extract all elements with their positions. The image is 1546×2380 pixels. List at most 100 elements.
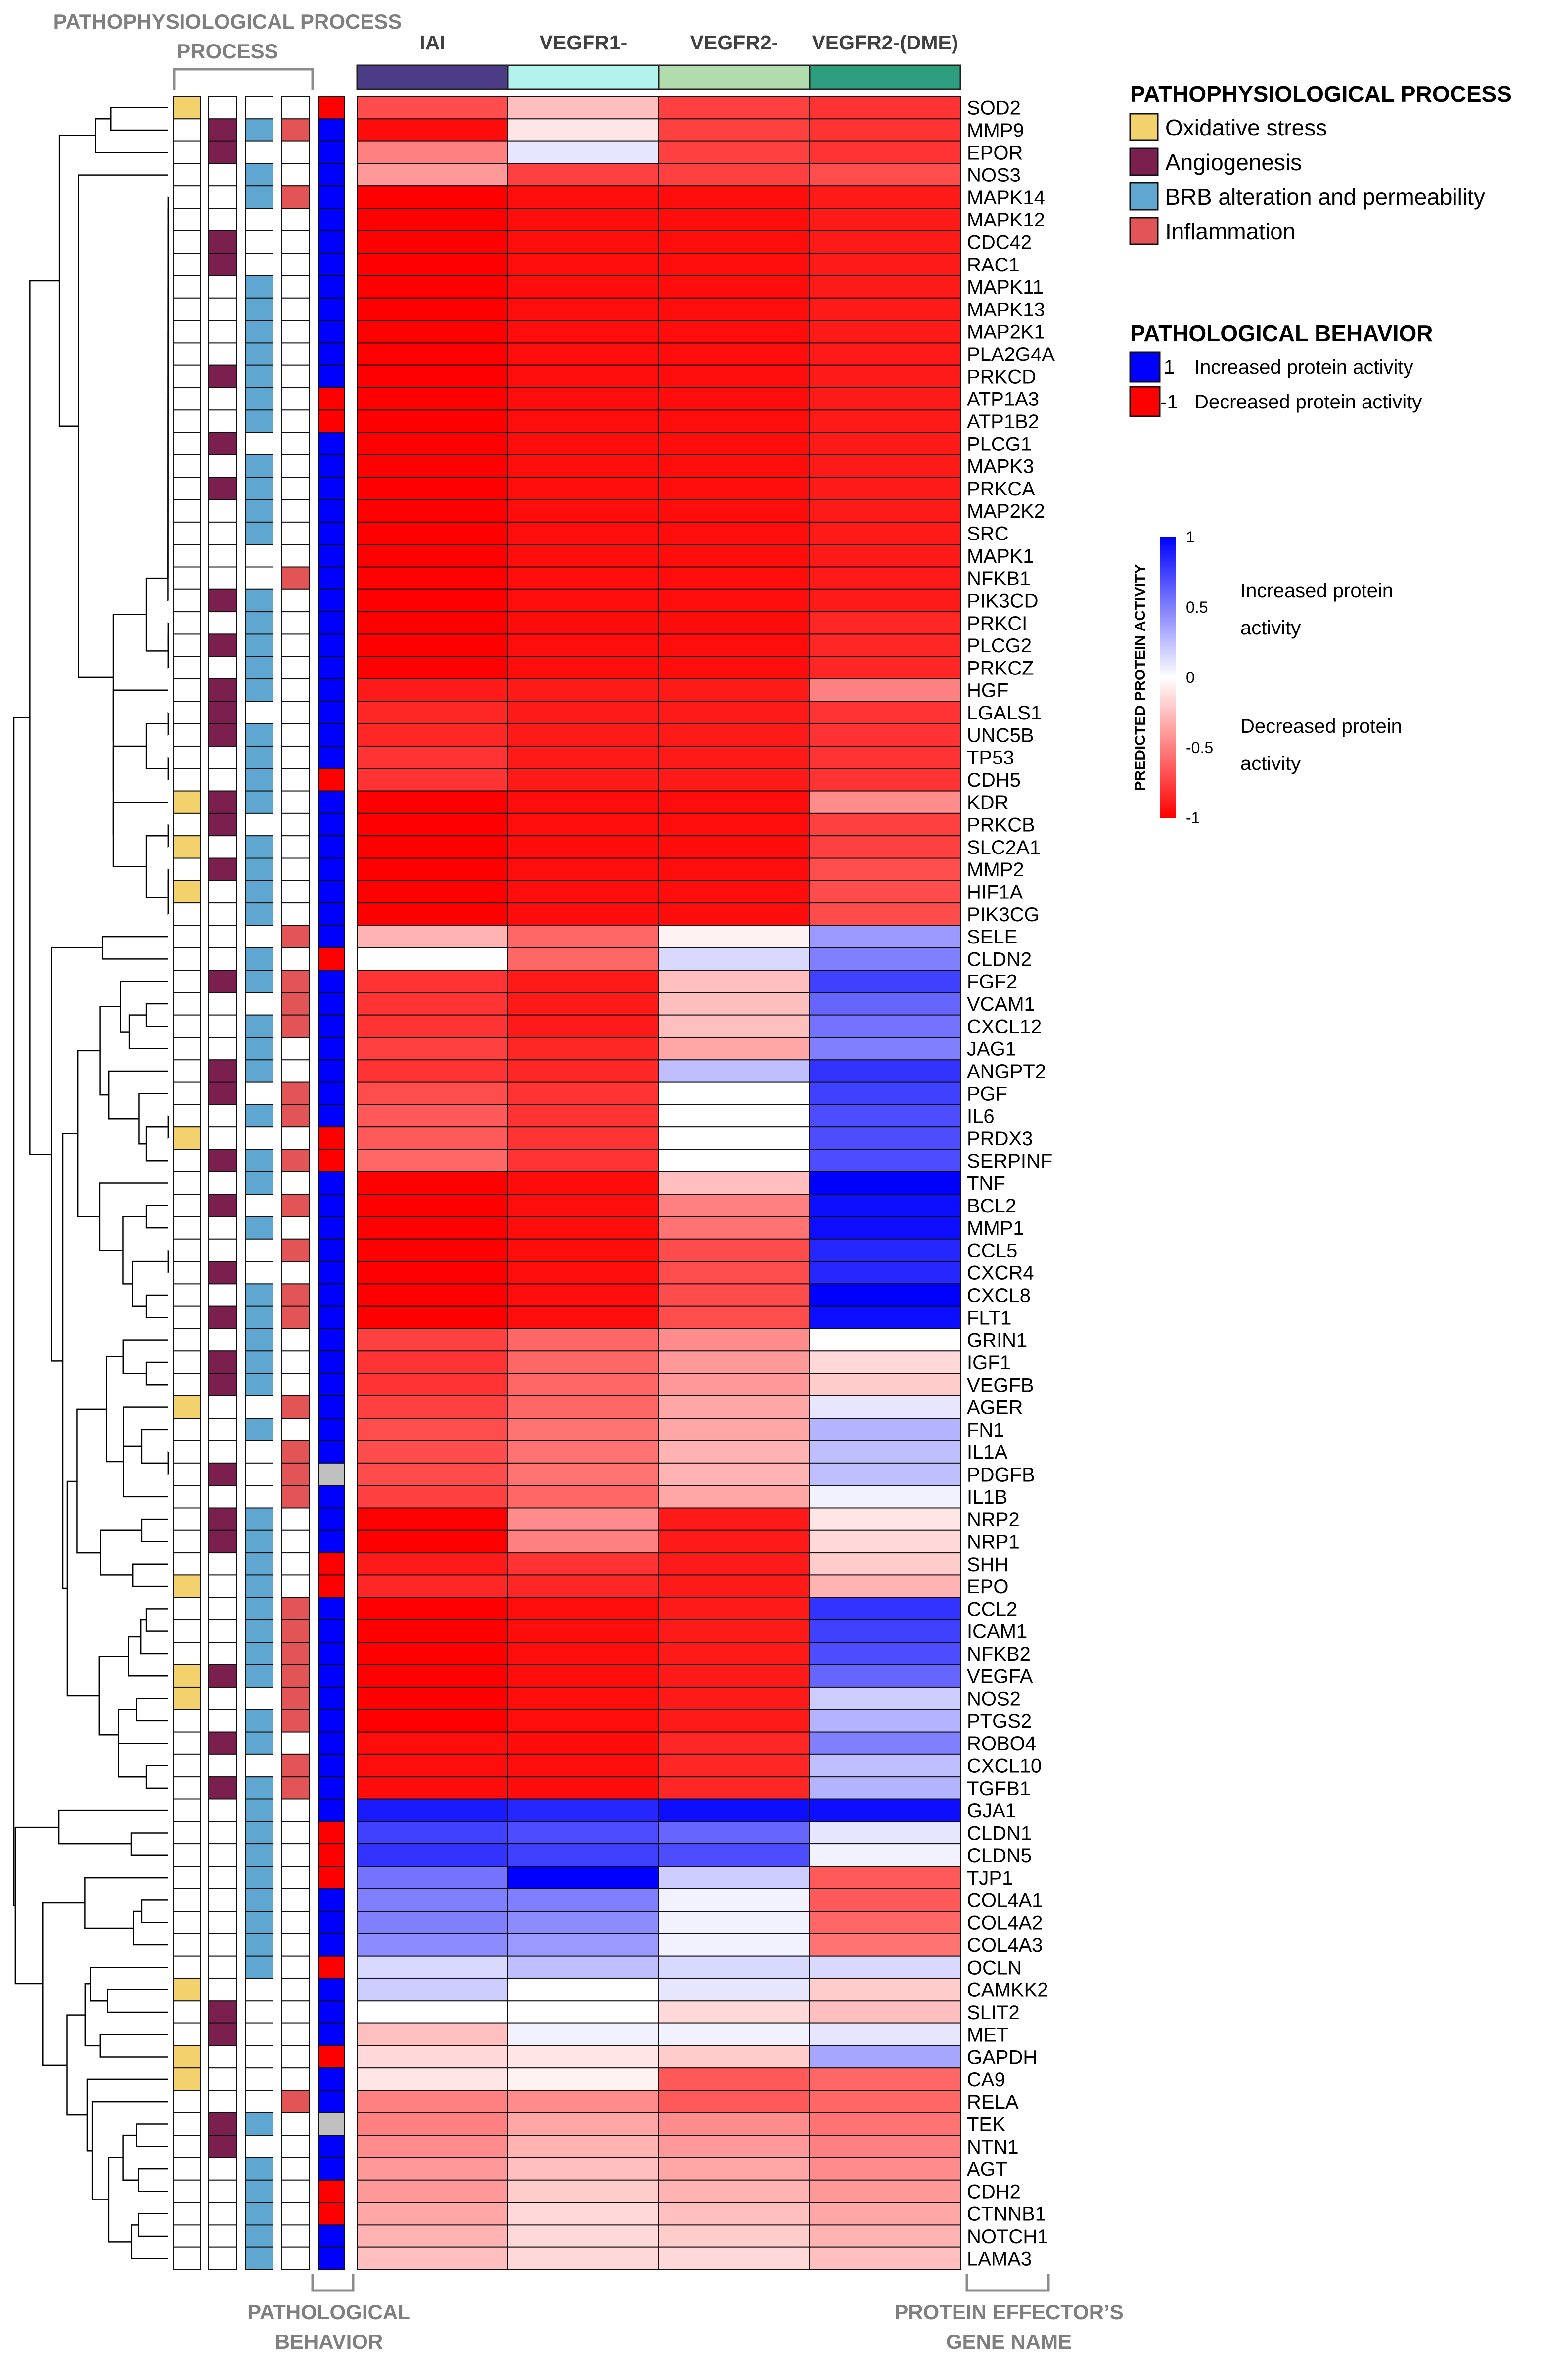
heatmap-cell bbox=[809, 1821, 961, 1845]
process-cell bbox=[208, 454, 237, 478]
heatmap-cell bbox=[507, 1619, 659, 1643]
dendrogram-branch bbox=[145, 1294, 168, 1318]
process-cell bbox=[281, 1933, 310, 1957]
legend-process-title: PATHOPHYSIOLOGICAL PROCESS bbox=[1130, 81, 1512, 107]
process-cell bbox=[173, 185, 201, 209]
heatmap-cell bbox=[507, 1283, 659, 1307]
process-cell bbox=[173, 1619, 201, 1643]
dendrogram-branch bbox=[136, 2123, 168, 2148]
heatmap-cell bbox=[357, 656, 508, 680]
process-cell bbox=[245, 2246, 273, 2271]
dendrogram-branch bbox=[118, 1709, 136, 1760]
gene-labels: SOD2MMP9EPORNOS3MAPK14MAPK12CDC42RAC1MAP… bbox=[967, 97, 1055, 2270]
heatmap-cell bbox=[507, 1933, 659, 1957]
heatmap-cell bbox=[357, 1081, 508, 1105]
process-cell bbox=[173, 163, 201, 187]
dendrogram-branch bbox=[128, 1636, 168, 1677]
process-cell bbox=[173, 432, 201, 455]
process-cell bbox=[208, 1261, 237, 1285]
process-cell bbox=[173, 477, 201, 500]
gene-label: GRIN1 bbox=[967, 1330, 1027, 1351]
process-cell bbox=[281, 1059, 310, 1083]
process-cell bbox=[208, 633, 237, 657]
heatmap-cell bbox=[507, 387, 659, 411]
process-cell bbox=[245, 2090, 273, 2113]
process-cell bbox=[281, 208, 310, 231]
heatmap-cell bbox=[658, 342, 810, 366]
process-cell bbox=[245, 409, 273, 433]
process-cell bbox=[245, 1485, 273, 1509]
process-cell bbox=[245, 1238, 273, 1262]
dendrogram-branch bbox=[13, 717, 30, 1906]
heatmap-cell bbox=[809, 185, 961, 209]
process-cell bbox=[208, 1395, 237, 1419]
column-header-bar bbox=[658, 64, 811, 90]
process-cell bbox=[245, 701, 273, 724]
process-cell bbox=[281, 1798, 310, 1822]
heatmap-cell bbox=[507, 1753, 659, 1778]
gene-label: PRKCB bbox=[967, 814, 1035, 836]
process-cell bbox=[208, 1418, 237, 1441]
process-cell bbox=[281, 2157, 310, 2181]
legend-behavior-title: PATHOLOGICAL BEHAVIOR bbox=[1130, 320, 1433, 346]
behavior-cell bbox=[318, 1418, 345, 1441]
process-cell bbox=[281, 499, 310, 523]
process-cell bbox=[173, 1104, 201, 1128]
heatmap-cell bbox=[507, 1462, 659, 1486]
behavior-cell bbox=[318, 1373, 345, 1396]
process-cell bbox=[281, 1328, 310, 1352]
process-cell bbox=[173, 1507, 201, 1531]
heatmap-cell bbox=[357, 1036, 508, 1061]
heatmap-cell bbox=[658, 857, 810, 881]
process-cell bbox=[208, 1821, 237, 1845]
process-cell bbox=[208, 1597, 237, 1621]
process-cell bbox=[208, 297, 237, 321]
gene-label: AGT bbox=[967, 2158, 1007, 2180]
heatmap-cell bbox=[658, 2246, 810, 2271]
process-cell bbox=[281, 297, 310, 321]
heatmap-cell bbox=[809, 1036, 961, 1061]
process-cell bbox=[173, 2067, 201, 2091]
behavior-cell bbox=[318, 1843, 345, 1867]
behavior-cell bbox=[318, 1171, 345, 1195]
heatmap-cell bbox=[658, 409, 810, 433]
heatmap-cell bbox=[658, 1686, 810, 1710]
process-cell bbox=[208, 1776, 237, 1800]
process-cell bbox=[245, 1350, 273, 1374]
gene-label: MET bbox=[967, 2024, 1008, 2046]
colorbar-title: PREDICTED PROTEIN ACTIVITY bbox=[1132, 564, 1148, 791]
heatmap-cell bbox=[809, 2179, 961, 2203]
process-cell bbox=[281, 2135, 310, 2158]
heatmap-cell bbox=[357, 1798, 508, 1822]
process-cell bbox=[173, 1731, 201, 1755]
behavior-cell bbox=[318, 432, 345, 455]
process-cell bbox=[208, 1642, 237, 1665]
heatmap-cell bbox=[507, 768, 659, 792]
heatmap-cell bbox=[357, 1597, 508, 1621]
heatmap-cell bbox=[658, 2090, 810, 2113]
behavior-cell bbox=[318, 1776, 345, 1800]
process-cell bbox=[173, 812, 201, 837]
process-cell bbox=[208, 2090, 237, 2113]
process-cell bbox=[281, 1418, 310, 1441]
process-cell bbox=[173, 2179, 201, 2203]
process-cell bbox=[173, 230, 201, 254]
behavior-cell bbox=[318, 656, 345, 680]
process-cell bbox=[173, 880, 201, 904]
gene-label: MAPK14 bbox=[967, 187, 1045, 209]
process-cell bbox=[173, 1171, 201, 1195]
legend-process-label: BRB alteration and permeability bbox=[1165, 184, 1485, 210]
gene-label: ICAM1 bbox=[967, 1621, 1027, 1643]
behavior-cell bbox=[318, 521, 345, 545]
process-cell bbox=[245, 1798, 273, 1822]
heatmap-cell bbox=[658, 2000, 810, 2024]
process-cell bbox=[281, 364, 310, 389]
process-cell bbox=[245, 925, 273, 948]
heatmap-cell bbox=[809, 2067, 961, 2091]
heatmap-cell bbox=[357, 633, 508, 657]
process-cell bbox=[245, 275, 273, 299]
process-cell bbox=[173, 701, 201, 724]
heatmap-cell bbox=[658, 1977, 810, 2002]
heatmap-cell bbox=[357, 588, 508, 613]
heatmap-cell bbox=[658, 902, 810, 926]
